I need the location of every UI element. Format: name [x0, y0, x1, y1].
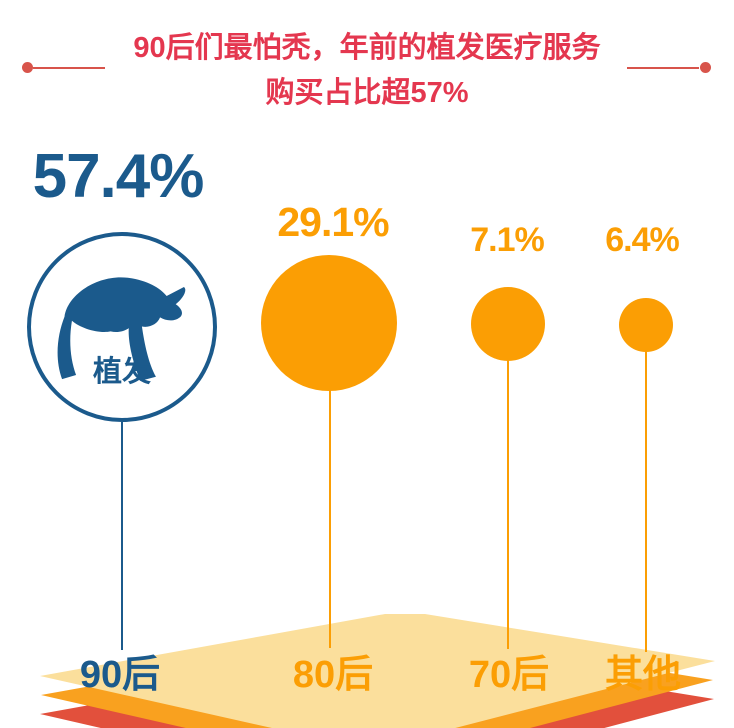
platform-layer-cream: [40, 614, 715, 728]
highlight-bubble-90s: 植发: [27, 232, 217, 422]
category-label-80s: 80后: [292, 654, 374, 696]
bubble-80s: [261, 255, 397, 391]
stem-80s: [329, 389, 331, 648]
category-label-others: 其他: [604, 654, 682, 696]
title-line-2: 购买占比超57%: [265, 77, 469, 109]
decor-dot-right: [700, 62, 711, 73]
category-label-90s: 90后: [79, 654, 161, 696]
hair-icon: [57, 277, 186, 381]
category-label-70s: 70后: [468, 654, 550, 696]
stem-others: [645, 350, 647, 652]
decor-dot-left: [22, 62, 33, 73]
value-label-others: 6.4%: [605, 221, 679, 259]
title-line-1: 90后们最怕秃，年前的植发医疗服务: [133, 32, 601, 64]
decor-line-right: [627, 67, 699, 69]
hair-transplant-badge: 植发: [92, 356, 151, 388]
value-label-70s: 7.1%: [470, 221, 544, 259]
value-label-90s: 57.4%: [32, 142, 205, 211]
decor-line-left: [33, 67, 105, 69]
value-label-80s: 29.1%: [277, 199, 389, 245]
bubble-others: [619, 298, 673, 352]
stem-90s: [121, 422, 123, 650]
page-title: 90后们最怕秃，年前的植发医疗服务 购买占比超57%: [0, 26, 734, 116]
bubble-70s: [471, 287, 545, 361]
stem-70s: [507, 359, 509, 649]
